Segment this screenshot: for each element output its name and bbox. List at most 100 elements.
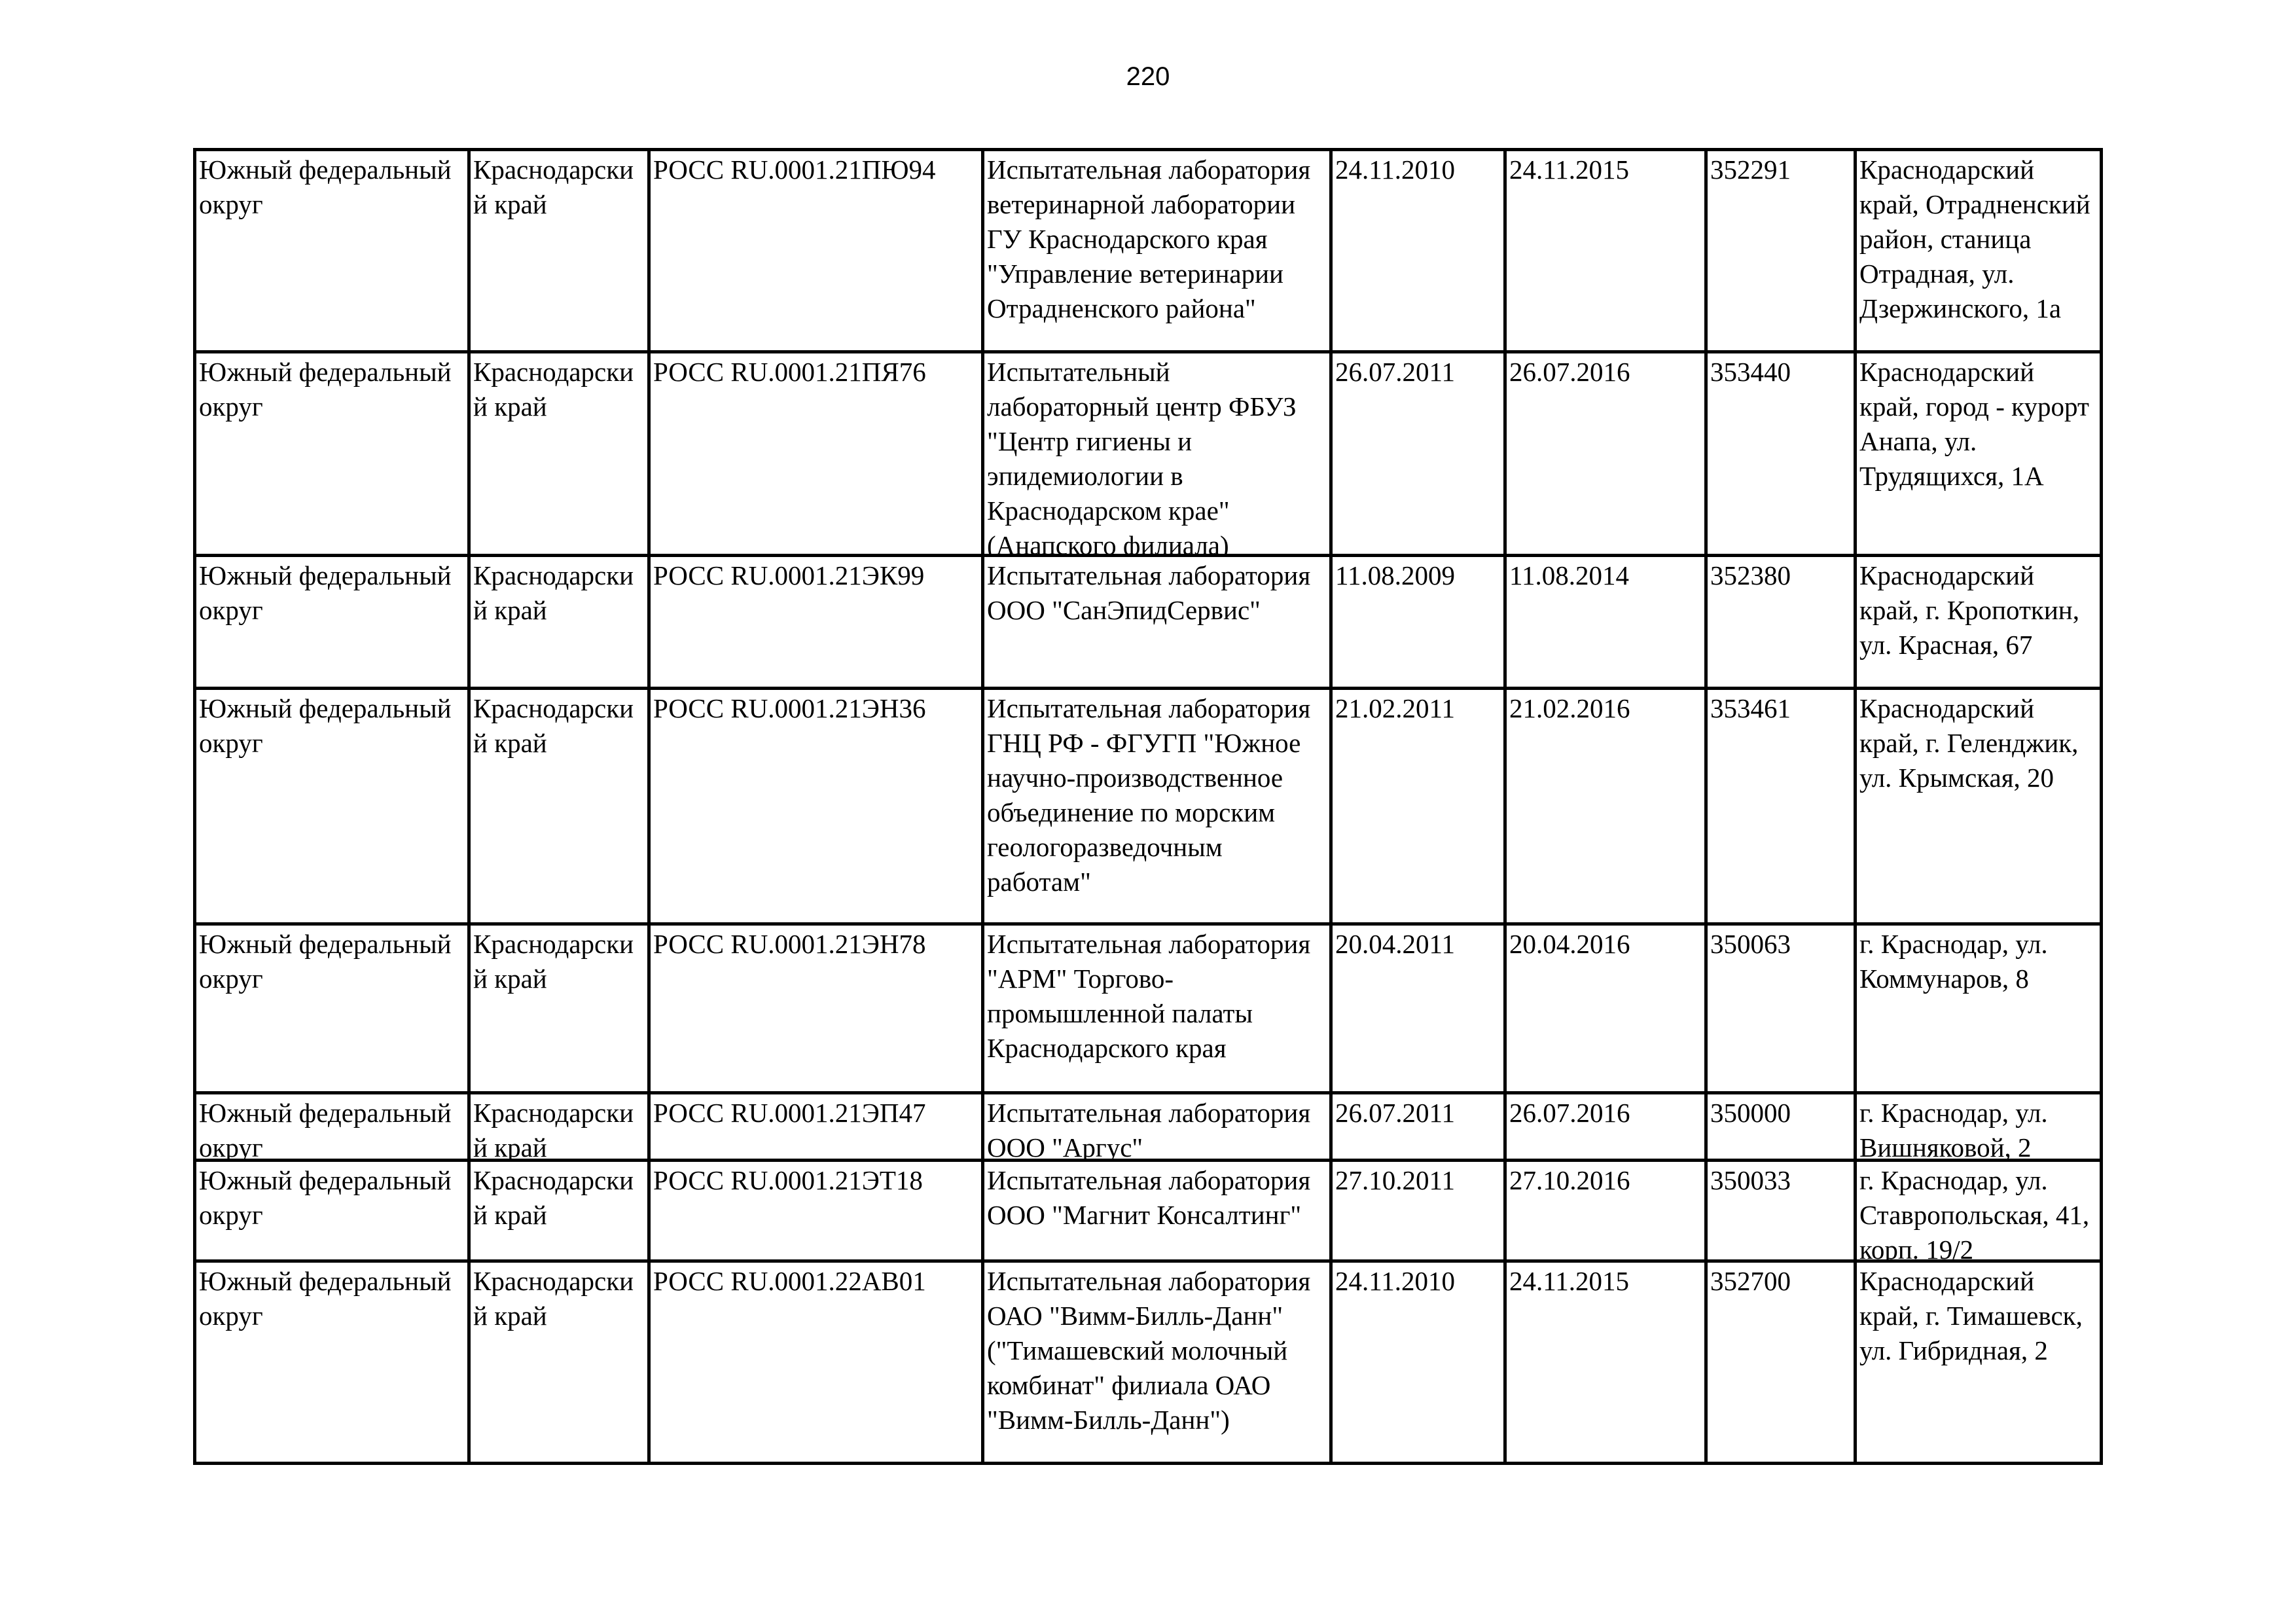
cell-text: Испытательная лаборатория ГНЦ РФ - ФГУГП… (987, 693, 1311, 897)
table-row: Южный федеральный округ Краснодарский кра… (193, 1159, 2103, 1263)
address-cell: Краснодарский край, город - курорт Анапа… (1854, 350, 2103, 557)
address-cell: Краснодарский край, Отрадненский район, … (1854, 148, 2103, 353)
cell-text: Краснодарский край (473, 154, 634, 219)
cell-text: Южный федеральный округ (199, 154, 452, 219)
cell-text: 27.10.2011 (1335, 1165, 1455, 1195)
postal-code-cell: 350063 (1704, 922, 1857, 1094)
expiry-date-cell: 11.08.2014 (1503, 554, 1708, 690)
certificate-number-cell: РОСС RU.0001.22АВ01 (647, 1259, 984, 1465)
expiry-date-cell: 20.04.2016 (1503, 922, 1708, 1094)
table-row: Южный федеральный округ Краснодарский кра… (193, 1091, 2103, 1162)
cell-text: Испытательная лаборатория ООО "Магнит Ко… (987, 1165, 1311, 1230)
certificate-number-cell: РОСС RU.0001.21ПЯ76 (647, 350, 984, 557)
address-cell: Краснодарский край, г. Тимашевск, ул. Ги… (1854, 1259, 2103, 1465)
cell-text: 24.11.2010 (1335, 1266, 1455, 1296)
cell-text: 26.07.2016 (1509, 357, 1630, 387)
laboratory-name-cell: Испытательная лаборатория ООО "Магнит Ко… (981, 1159, 1333, 1263)
laboratory-name-cell: Испытательная лаборатория ГНЦ РФ - ФГУГП… (981, 687, 1333, 926)
cell-text: г. Краснодар, ул. Вишняковой, 2 (1859, 1098, 2048, 1159)
district-cell: Южный федеральный округ (193, 148, 471, 353)
cell-text: Испытательная лаборатория ОАО "Вимм-Билл… (987, 1266, 1311, 1435)
postal-code-cell: 353440 (1704, 350, 1857, 557)
cell-text: 11.08.2014 (1509, 560, 1629, 590)
cell-text: РОСС RU.0001.22АВ01 (653, 1266, 926, 1296)
address-cell: г. Краснодар, ул. Ставропольская, 41, ко… (1854, 1159, 2103, 1263)
cell-text: 350033 (1710, 1165, 1791, 1195)
region-cell: Краснодарский край (467, 1159, 651, 1263)
cell-text: г. Краснодар, ул. Коммунаров, 8 (1859, 929, 2048, 994)
issue-date-cell: 26.07.2011 (1329, 1091, 1507, 1162)
issue-date-cell: 11.08.2009 (1329, 554, 1507, 690)
cell-text: Краснодарский край (473, 929, 634, 994)
expiry-date-cell: 24.11.2015 (1503, 148, 1708, 353)
issue-date-cell: 26.07.2011 (1329, 350, 1507, 557)
cell-text: Испытательная лаборатория ветеринарной л… (987, 154, 1311, 323)
cell-text: Краснодарский край, г. Тимашевск, ул. Ги… (1859, 1266, 2083, 1365)
cell-text: Испытательная лаборатория ООО "СанЭпидСе… (987, 560, 1311, 625)
laboratory-name-cell: Испытательная лаборатория ООО "Аргус" (981, 1091, 1333, 1162)
cell-text: Испытательный лабораторный центр ФБУЗ "Ц… (987, 357, 1297, 554)
postal-code-cell: 350000 (1704, 1091, 1857, 1162)
laboratory-name-cell: Испытательная лаборатория ветеринарной л… (981, 148, 1333, 353)
address-cell: г. Краснодар, ул. Вишняковой, 2 (1854, 1091, 2103, 1162)
laboratory-name-cell: Испытательная лаборатория "АРМ" Торгово-… (981, 922, 1333, 1094)
cell-text: Краснодарский край (473, 560, 634, 625)
cell-text: РОСС RU.0001.21ЭК99 (653, 560, 925, 590)
postal-code-cell: 352700 (1704, 1259, 1857, 1465)
cell-text: 20.04.2011 (1335, 929, 1455, 959)
region-cell: Краснодарский край (467, 687, 651, 926)
cell-text: 353461 (1710, 693, 1791, 723)
cell-text: Краснодарский край, г. Геленджик, ул. Кр… (1859, 693, 2079, 793)
district-cell: Южный федеральный округ (193, 922, 471, 1094)
cell-text: Краснодарский край (473, 357, 634, 422)
cell-text: Южный федеральный округ (199, 357, 452, 422)
cell-text: Испытательная лаборатория ООО "Аргус" (987, 1098, 1311, 1159)
issue-date-cell: 21.02.2011 (1329, 687, 1507, 926)
table-row: Южный федеральный округ Краснодарский кра… (193, 554, 2103, 690)
cell-text: 24.11.2015 (1509, 1266, 1629, 1296)
address-cell: г. Краснодар, ул. Коммунаров, 8 (1854, 922, 2103, 1094)
cell-text: Испытательная лаборатория "АРМ" Торгово-… (987, 929, 1311, 1063)
cell-text: РОСС RU.0001.21ЭН78 (653, 929, 926, 959)
region-cell: Краснодарский край (467, 554, 651, 690)
cell-text: Краснодарский край (473, 1266, 634, 1331)
certificate-number-cell: РОСС RU.0001.21ПЮ94 (647, 148, 984, 353)
cell-text: 21.02.2011 (1335, 693, 1455, 723)
cell-text: 352700 (1710, 1266, 1791, 1296)
cell-text: Южный федеральный округ (199, 693, 452, 758)
cell-text: Южный федеральный округ (199, 1266, 452, 1331)
expiry-date-cell: 26.07.2016 (1503, 350, 1708, 557)
cell-text: РОСС RU.0001.21ЭН36 (653, 693, 926, 723)
laboratory-name-cell: Испытательная лаборатория ООО "СанЭпидСе… (981, 554, 1333, 690)
cell-text: 352291 (1710, 154, 1791, 185)
cell-text: Краснодарский край (473, 1098, 634, 1159)
cell-text: Южный федеральный округ (199, 560, 452, 625)
postal-code-cell: 350033 (1704, 1159, 1857, 1263)
cell-text: Южный федеральный округ (199, 929, 452, 994)
cell-text: РОСС RU.0001.21ПЯ76 (653, 357, 926, 387)
cell-text: Краснодарский край, город - курорт Анапа… (1859, 357, 2089, 491)
laboratory-name-cell: Испытательная лаборатория ОАО "Вимм-Билл… (981, 1259, 1333, 1465)
cell-text: 24.11.2015 (1509, 154, 1629, 185)
certificate-number-cell: РОСС RU.0001.21ЭН78 (647, 922, 984, 1094)
expiry-date-cell: 26.07.2016 (1503, 1091, 1708, 1162)
table-row: Южный федеральный округ Краснодарский кра… (193, 922, 2103, 1094)
cell-text: 353440 (1710, 357, 1791, 387)
cell-text: РОСС RU.0001.21ПЮ94 (653, 154, 936, 185)
cell-text: 26.07.2016 (1509, 1098, 1630, 1128)
cell-text: Южный федеральный округ (199, 1165, 452, 1230)
postal-code-cell: 352291 (1704, 148, 1857, 353)
cell-text: 350063 (1710, 929, 1791, 959)
expiry-date-cell: 27.10.2016 (1503, 1159, 1708, 1263)
certificate-number-cell: РОСС RU.0001.21ЭТ18 (647, 1159, 984, 1263)
laboratories-table: Южный федеральный округ Краснодарский кра… (193, 148, 2103, 1465)
issue-date-cell: 27.10.2011 (1329, 1159, 1507, 1263)
cell-text: 26.07.2011 (1335, 357, 1455, 387)
issue-date-cell: 24.11.2010 (1329, 1259, 1507, 1465)
cell-text: Южный федеральный округ (199, 1098, 452, 1159)
cell-text: 24.11.2010 (1335, 154, 1455, 185)
region-cell: Краснодарский край (467, 922, 651, 1094)
expiry-date-cell: 21.02.2016 (1503, 687, 1708, 926)
certificate-number-cell: РОСС RU.0001.21ЭП47 (647, 1091, 984, 1162)
cell-text: Краснодарский край (473, 693, 634, 758)
